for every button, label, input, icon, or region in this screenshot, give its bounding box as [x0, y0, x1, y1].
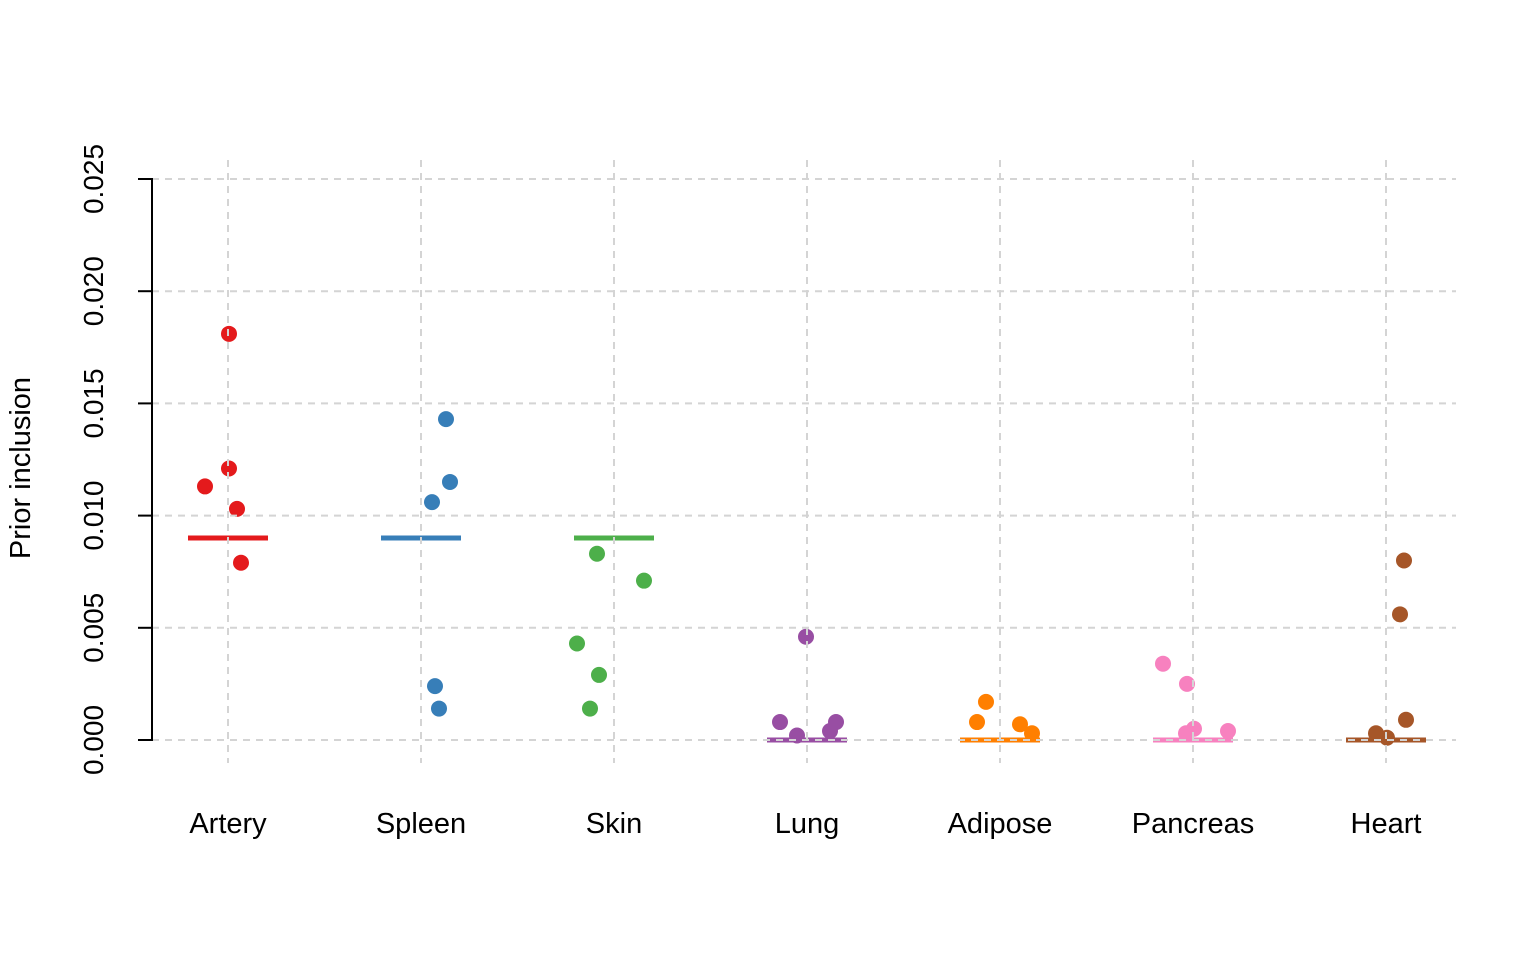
data-point: [427, 678, 443, 695]
data-point: [591, 666, 607, 683]
data-point: [1012, 716, 1028, 733]
y-tick-label: 0.025: [78, 144, 109, 214]
y-axis-title: Prior inclusion: [5, 377, 37, 559]
gridlines-layer: [152, 160, 1456, 763]
data-point: [1179, 675, 1195, 692]
data-point: [822, 723, 838, 740]
y-tick-label: 0.010: [78, 481, 109, 551]
data-point: [1024, 725, 1040, 742]
data-point: [221, 460, 237, 477]
data-point: [1396, 552, 1412, 569]
x-category-label: Heart: [1351, 808, 1422, 840]
data-point: [438, 411, 454, 428]
data-point: [772, 714, 788, 731]
data-point: [233, 554, 249, 571]
y-tick-label: 0.000: [78, 705, 109, 775]
data-point: [582, 700, 598, 717]
data-point: [569, 635, 585, 652]
x-category-label: Spleen: [376, 808, 466, 840]
data-point: [978, 693, 994, 710]
y-tick-label: 0.015: [78, 368, 109, 438]
data-point: [789, 727, 805, 744]
data-point: [197, 478, 213, 495]
data-point: [424, 494, 440, 511]
y-tick-label: 0.020: [78, 256, 109, 326]
points-layer: [197, 325, 1414, 746]
data-point: [1220, 723, 1236, 740]
x-category-label: Adipose: [948, 808, 1053, 840]
data-point: [636, 572, 652, 589]
labels-layer: Artery Spleen Skin Lung Adipose Pancreas Heart…: [78, 144, 1421, 840]
data-point: [969, 714, 985, 731]
data-point: [1398, 711, 1414, 728]
x-category-label: Lung: [775, 808, 840, 840]
data-point: [589, 545, 605, 562]
data-point: [431, 700, 447, 717]
data-point: [798, 628, 814, 645]
data-point: [229, 500, 245, 517]
x-category-label: Pancreas: [1132, 808, 1255, 840]
y-tick-label: 0.005: [78, 593, 109, 663]
x-category-label: Skin: [586, 808, 642, 840]
data-point: [442, 473, 458, 490]
data-point: [1178, 725, 1194, 742]
x-category-label: Artery: [189, 808, 267, 840]
data-point: [1392, 606, 1408, 623]
data-point: [1155, 655, 1171, 672]
y-axis-layer: [138, 178, 153, 741]
